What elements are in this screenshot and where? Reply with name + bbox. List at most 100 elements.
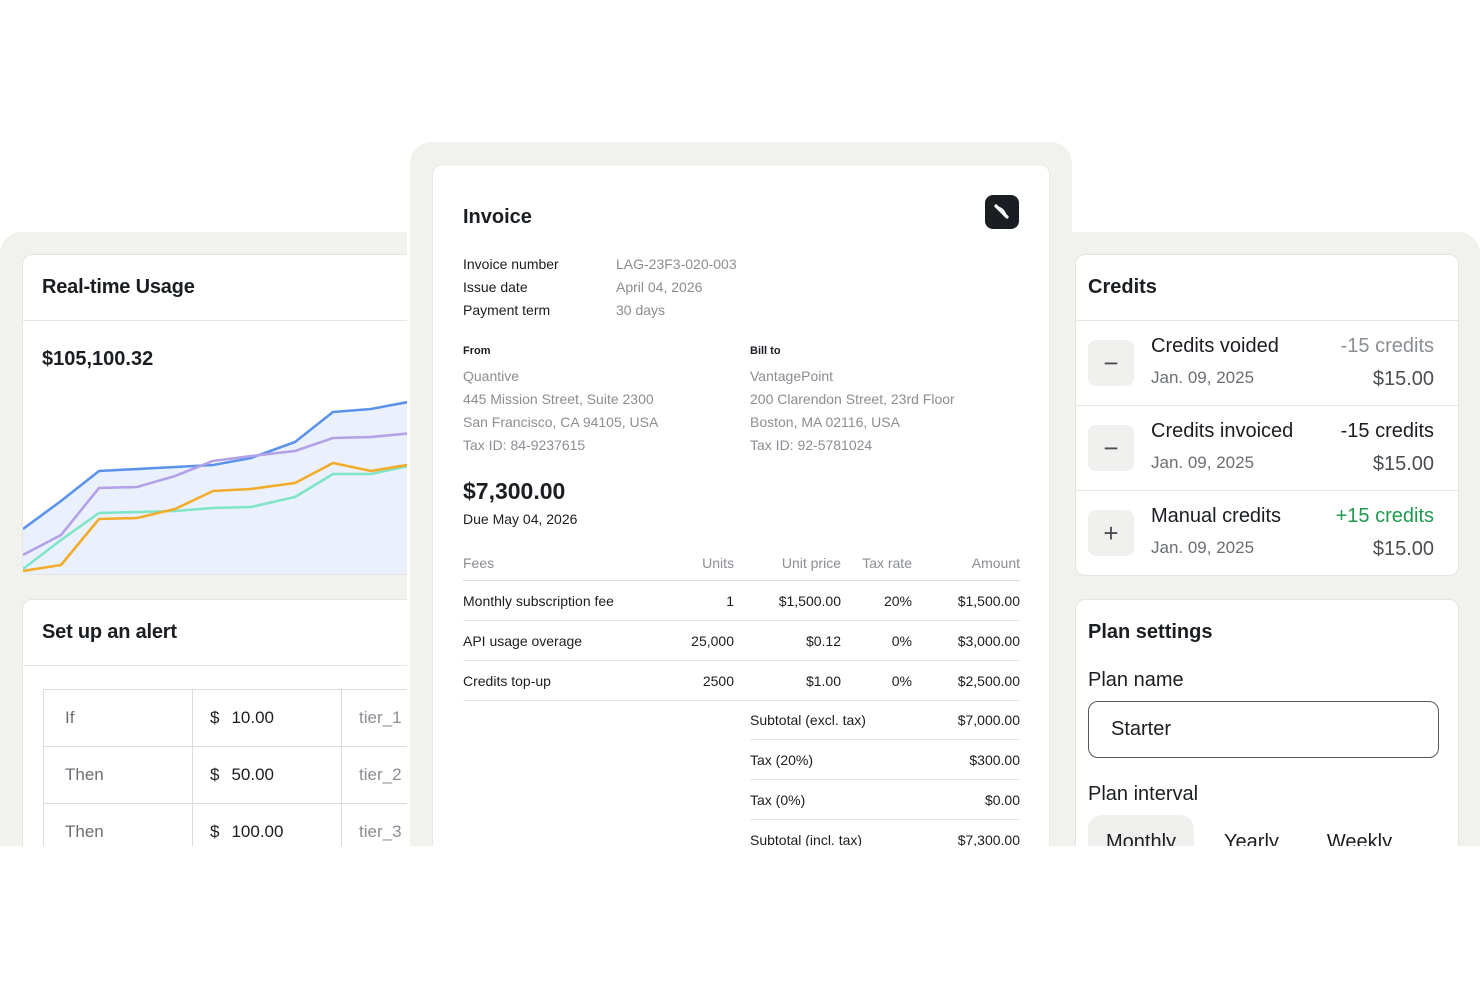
plan-interval-label: Plan interval (1088, 783, 1199, 805)
plan-settings-card: Plan settings Plan name Plan interval Mo… (1075, 599, 1459, 846)
company-logo-icon (985, 195, 1019, 229)
series-line-teal (23, 464, 407, 571)
usage-amount: $105,100.32 (42, 348, 154, 370)
summary-row: Tax (20%) $300.00 (750, 740, 1020, 780)
table-row: Monthly subscription fee 1 $1,500.00 20%… (463, 581, 1020, 621)
credit-date: Jan. 09, 2025 (1151, 368, 1255, 387)
credit-price: $15.00 (1372, 538, 1434, 560)
fee-amount: $1,500.00 (957, 592, 1020, 609)
summary-table: Subtotal (excl. tax) $7,000.00 Tax (20%) $… (750, 700, 1020, 846)
credit-date: Jan. 09, 2025 (1151, 538, 1255, 557)
currency-symbol: $ (210, 822, 220, 841)
usage-chart (23, 400, 407, 574)
credit-date: Jan. 09, 2025 (1151, 453, 1255, 472)
summary-value: $0.00 (984, 791, 1020, 808)
alert-tier[interactable]: tier_1 (342, 690, 407, 746)
interval-option-monthly[interactable]: Monthly (1088, 815, 1195, 846)
summary-row: Subtotal (excl. tax) $7,000.00 (750, 700, 1020, 740)
fees-header: Fees (463, 554, 495, 571)
summary-label: Subtotal (incl. tax) (750, 831, 863, 847)
meta-value: 30 days (616, 302, 666, 318)
alert-condition[interactable]: Then (44, 804, 193, 846)
meta-label: Invoice number (463, 256, 559, 272)
meta-value: April 04, 2026 (616, 279, 703, 295)
interval-option-weekly[interactable]: Weekly (1326, 830, 1393, 847)
plan-settings-title: Plan settings (1088, 621, 1213, 643)
address-line: VantagePoint (750, 368, 834, 384)
alert-threshold-input[interactable]: $50.00 (193, 747, 342, 803)
fees-header: Amount (971, 554, 1020, 571)
summary-label: Tax (0%) (750, 791, 806, 808)
plan-name-input[interactable] (1088, 701, 1439, 758)
alert-condition[interactable]: If (44, 690, 193, 746)
credit-row: − Credits voided Jan. 09, 2025 -15 credi… (1076, 321, 1458, 406)
fees-header-row: Fees Units Unit price Tax rate Amount (463, 545, 1020, 581)
invoice-meta: Invoice number LAG-23F3-020-003 Issue dat… (463, 253, 737, 322)
fee-unit-price: $1.00 (805, 672, 841, 689)
alert-threshold-input[interactable]: $100.00 (193, 804, 342, 846)
fees-header: Tax rate (862, 554, 912, 571)
address-line: 445 Mission Street, Suite 2300 (463, 391, 654, 407)
plan-name-label: Plan name (1088, 669, 1184, 691)
address-line: 200 Clarendon Street, 23rd Floor (750, 391, 955, 407)
series-line-blue (23, 400, 407, 531)
credit-amount: +15 credits (1335, 505, 1434, 527)
plus-icon[interactable]: + (1088, 510, 1134, 556)
summary-value: $300.00 (969, 751, 1020, 768)
alert-row: Then $50.00 tier_2 (44, 747, 407, 804)
credits-card: Credits − Credits voided Jan. 09, 2025 -… (1075, 254, 1459, 576)
alert-condition[interactable]: Then (44, 747, 193, 803)
meta-row: Payment term 30 days (463, 299, 737, 322)
fee-units: 1 (726, 592, 734, 609)
bill-to-label: Bill to (750, 345, 781, 357)
from-address: From Quantive 445 Mission Street, Suite … (463, 344, 658, 457)
fee-name: Monthly subscription fee (463, 592, 614, 609)
fee-amount: $2,500.00 (957, 672, 1020, 689)
plan-interval-selector: Monthly Yearly Weekly (1088, 815, 1422, 846)
credit-price: $15.00 (1372, 368, 1434, 390)
address-line: San Francisco, CA 94105, USA (463, 414, 659, 430)
from-label: From (463, 345, 491, 357)
summary-value: $7,000.00 (957, 711, 1020, 728)
usage-title: Real-time Usage (23, 255, 407, 321)
stage: Real-time Usage $105,100.32 Set up an al… (0, 142, 1480, 846)
fee-amount: $3,000.00 (957, 632, 1020, 649)
fee-unit-price: $0.12 (805, 632, 841, 649)
fee-units: 2500 (702, 672, 734, 689)
address-line: Boston, MA 02116, USA (750, 414, 900, 430)
alert-threshold-input[interactable]: $10.00 (193, 690, 342, 746)
minus-icon[interactable]: − (1088, 425, 1134, 471)
credit-title: Manual credits (1151, 505, 1282, 527)
usage-card: Real-time Usage $105,100.32 (22, 254, 407, 575)
meta-row: Issue date April 04, 2026 (463, 276, 737, 299)
alert-tier[interactable]: tier_3 (342, 804, 407, 846)
meta-label: Payment term (463, 302, 551, 318)
alert-threshold-value: 50.00 (231, 765, 275, 784)
meta-row: Invoice number LAG-23F3-020-003 (463, 253, 737, 276)
chart-area-fill (23, 402, 407, 574)
summary-label: Subtotal (excl. tax) (750, 711, 866, 728)
interval-option-yearly[interactable]: Yearly (1224, 830, 1279, 847)
alert-row: Then $100.00 tier_3 (44, 804, 407, 846)
fee-unit-price: $1,500.00 (778, 592, 841, 609)
summary-row: Subtotal (incl. tax) $7,300.00 (750, 820, 1020, 847)
fees-header: Units (702, 554, 734, 571)
alert-tier[interactable]: tier_2 (342, 747, 407, 803)
invoice-due-date: Due May 04, 2026 (463, 511, 578, 527)
series-line-orange (23, 461, 407, 573)
credit-title: Credits voided (1151, 335, 1279, 357)
fee-units: 25,000 (691, 632, 734, 649)
fee-tax-rate: 20% (883, 592, 912, 609)
currency-symbol: $ (210, 708, 220, 727)
meta-value: LAG-23F3-020-003 (616, 256, 737, 272)
alert-row: If $10.00 tier_1 (44, 690, 407, 747)
fees-header: Unit price (781, 554, 841, 571)
alert-card: Set up an alert If $10.00 tier_1 Then $5… (22, 599, 407, 846)
address-line: Tax ID: 84-9237615 (463, 437, 586, 453)
summary-row: Tax (0%) $0.00 (750, 780, 1020, 820)
credit-price: $15.00 (1372, 453, 1434, 475)
fee-tax-rate: 0% (891, 672, 912, 689)
address-line: Quantive (463, 368, 520, 384)
credit-row: − Credits invoiced Jan. 09, 2025 -15 cre… (1076, 406, 1458, 491)
minus-icon[interactable]: − (1088, 340, 1134, 386)
